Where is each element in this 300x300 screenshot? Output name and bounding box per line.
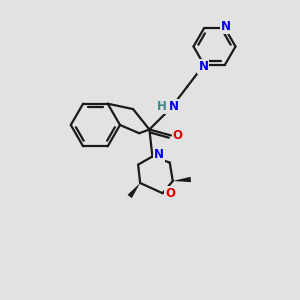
Text: N: N [168,100,178,113]
Polygon shape [128,183,140,198]
Text: N: N [154,148,164,161]
Text: N: N [220,20,231,33]
Text: O: O [172,129,183,142]
Text: H: H [157,100,167,113]
Text: O: O [165,187,175,200]
Polygon shape [173,177,191,182]
Text: N: N [198,60,208,73]
